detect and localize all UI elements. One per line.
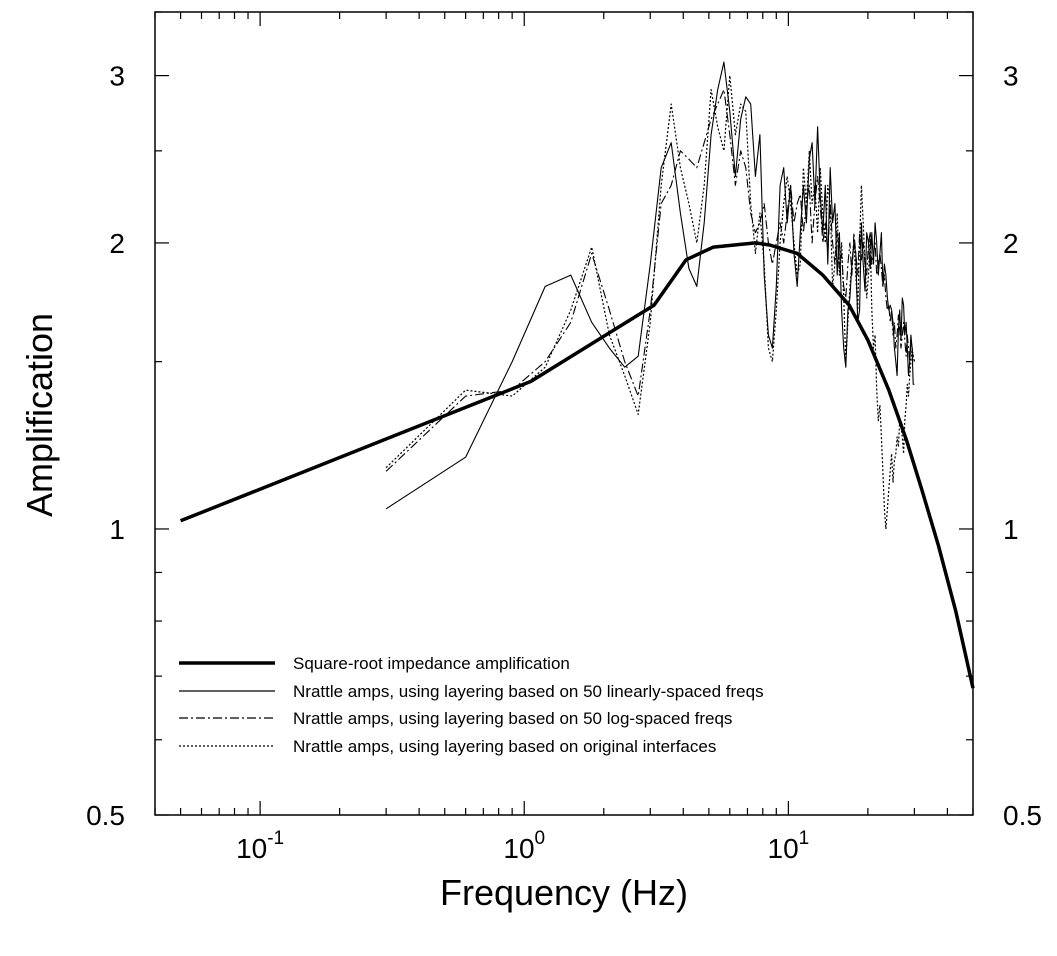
tick-labels: 0.5 0.5 1 1 2 2 3 3 10-1 100 101 [86, 61, 1042, 864]
legend-label: Nrattle amps, using layering based on 50… [293, 709, 732, 728]
legend-label: Nrattle amps, using layering based on or… [293, 737, 716, 756]
y-tick-label-right: 1 [1003, 514, 1019, 545]
x-axis-title: Frequency (Hz) [440, 872, 688, 913]
legend-item-sqrt-impedance: Square-root impedance amplification [179, 654, 570, 673]
legend-item-original-interfaces: Nrattle amps, using layering based on or… [179, 737, 716, 756]
legend-item-linear-spaced: Nrattle amps, using layering based on 50… [179, 682, 764, 701]
axes [154, 11, 974, 816]
y-tick-label-right: 3 [1003, 61, 1019, 92]
y-tick-label-right: 0.5 [1003, 800, 1042, 831]
series-line-original-interfaces [385, 74, 915, 530]
x-tick-label: 10-1 [236, 828, 284, 864]
plot-frame [154, 11, 974, 816]
y-tick-label-left: 3 [109, 61, 125, 92]
y-tick-label-right: 2 [1003, 228, 1019, 259]
legend: Square-root impedance amplification Nrat… [179, 654, 764, 756]
series-lines [179, 61, 975, 689]
series-line-sqrt-impedance [179, 241, 975, 689]
legend-item-log-spaced: Nrattle amps, using layering based on 50… [179, 709, 732, 728]
y-axis-title: Amplification [19, 313, 60, 517]
legend-label: Square-root impedance amplification [293, 654, 570, 673]
x-tick-label: 101 [768, 828, 810, 864]
series-line-linear-spaced [385, 61, 915, 510]
x-tick-label: 100 [503, 828, 545, 864]
y-tick-label-left: 1 [109, 514, 125, 545]
legend-label: Nrattle amps, using layering based on 50… [293, 682, 764, 701]
series-line-log-spaced [385, 89, 915, 472]
tick-marks [154, 11, 974, 816]
y-tick-label-left: 0.5 [86, 800, 125, 831]
y-tick-label-left: 2 [109, 228, 125, 259]
